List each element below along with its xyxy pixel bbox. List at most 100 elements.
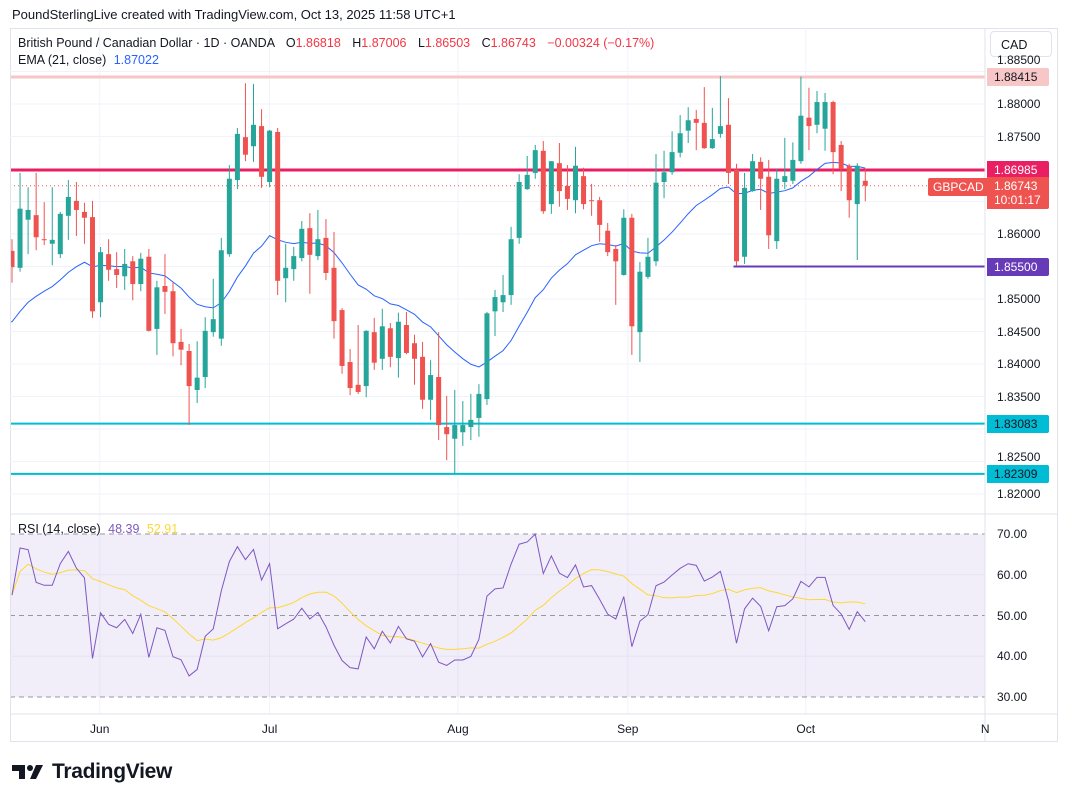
candle[interactable]: [460, 401, 466, 446]
candle[interactable]: [138, 252, 144, 292]
candle[interactable]: [202, 317, 208, 389]
candle[interactable]: [428, 360, 434, 420]
candle[interactable]: [734, 163, 739, 266]
ema-legend[interactable]: EMA (21, close) 1.87022: [18, 53, 159, 67]
candle[interactable]: [846, 163, 852, 218]
candle[interactable]: [444, 395, 450, 461]
candle[interactable]: [605, 222, 611, 257]
candle[interactable]: [798, 76, 804, 164]
candle[interactable]: [548, 161, 554, 214]
candle[interactable]: [275, 128, 281, 296]
candle[interactable]: [186, 343, 192, 426]
candle[interactable]: [790, 142, 796, 184]
candle[interactable]: [701, 87, 707, 149]
candle[interactable]: [363, 330, 369, 398]
candle[interactable]: [226, 165, 232, 257]
candle[interactable]: [653, 154, 659, 266]
candle[interactable]: [259, 109, 265, 188]
tradingview-logo[interactable]: TradingView: [12, 760, 172, 784]
candle[interactable]: [661, 150, 667, 199]
candle[interactable]: [468, 393, 474, 441]
candle[interactable]: [146, 248, 152, 332]
candle[interactable]: [130, 256, 136, 301]
candle[interactable]: [65, 180, 71, 240]
candle[interactable]: [742, 172, 748, 264]
candle[interactable]: [677, 115, 683, 158]
candle[interactable]: [476, 384, 482, 437]
candle[interactable]: [291, 247, 297, 281]
candle[interactable]: [822, 92, 828, 151]
candle[interactable]: [500, 274, 506, 312]
symbol-legend[interactable]: British Pound / Canadian Dollar · 1D · O…: [18, 36, 654, 50]
candle[interactable]: [814, 91, 820, 134]
candle[interactable]: [532, 144, 538, 179]
candle[interactable]: [81, 202, 87, 244]
candle[interactable]: [210, 278, 216, 337]
candle[interactable]: [242, 83, 248, 162]
candle[interactable]: [484, 312, 490, 405]
candle[interactable]: [387, 323, 393, 368]
candle[interactable]: [17, 172, 23, 272]
candle[interactable]: [573, 146, 578, 214]
candle[interactable]: [178, 328, 184, 366]
candle[interactable]: [758, 157, 764, 210]
candle[interactable]: [436, 332, 442, 441]
candle[interactable]: [508, 226, 514, 305]
candle[interactable]: [90, 200, 95, 318]
candle[interactable]: [420, 341, 426, 409]
candle[interactable]: [355, 325, 361, 394]
candle[interactable]: [782, 137, 788, 190]
candle[interactable]: [564, 165, 570, 210]
candle[interactable]: [854, 163, 860, 260]
candle[interactable]: [830, 100, 836, 175]
candle[interactable]: [516, 174, 522, 244]
candle[interactable]: [709, 107, 715, 149]
candle[interactable]: [73, 182, 79, 236]
candle[interactable]: [25, 187, 31, 255]
candle[interactable]: [283, 243, 289, 303]
candle[interactable]: [838, 141, 844, 192]
candle[interactable]: [766, 159, 772, 249]
candle[interactable]: [218, 237, 224, 346]
candle[interactable]: [323, 219, 329, 281]
candle[interactable]: [717, 76, 723, 138]
currency-button[interactable]: CAD: [990, 31, 1052, 57]
candle[interactable]: [234, 128, 240, 190]
candle[interactable]: [395, 312, 401, 378]
candle[interactable]: [49, 187, 55, 266]
candle[interactable]: [750, 154, 756, 192]
candle[interactable]: [597, 196, 603, 242]
candle[interactable]: [589, 183, 595, 216]
candle[interactable]: [774, 169, 780, 249]
candle[interactable]: [10, 239, 15, 283]
candle[interactable]: [371, 317, 377, 370]
candle[interactable]: [693, 109, 699, 151]
candle[interactable]: [315, 209, 321, 260]
candle[interactable]: [862, 168, 868, 202]
candle[interactable]: [267, 130, 273, 188]
candle[interactable]: [170, 282, 176, 357]
candle[interactable]: [339, 308, 345, 374]
candle[interactable]: [122, 248, 128, 290]
candle[interactable]: [403, 312, 409, 355]
candle[interactable]: [725, 98, 731, 184]
candle[interactable]: [621, 209, 627, 276]
candle[interactable]: [194, 341, 200, 403]
candle[interactable]: [41, 202, 47, 246]
candle[interactable]: [524, 156, 530, 190]
candle[interactable]: [162, 254, 168, 314]
rsi-legend[interactable]: RSI (14, close) 48.39 52.91: [18, 522, 178, 536]
candle[interactable]: [57, 211, 63, 259]
candle[interactable]: [307, 213, 313, 294]
candle[interactable]: [669, 131, 675, 175]
candle[interactable]: [637, 261, 643, 363]
candle[interactable]: [581, 167, 587, 210]
candle[interactable]: [33, 172, 39, 251]
candle[interactable]: [251, 83, 256, 162]
candle[interactable]: [106, 239, 112, 281]
candle[interactable]: [412, 334, 417, 385]
candle[interactable]: [806, 87, 812, 151]
candle[interactable]: [154, 280, 160, 355]
candle[interactable]: [645, 237, 651, 279]
